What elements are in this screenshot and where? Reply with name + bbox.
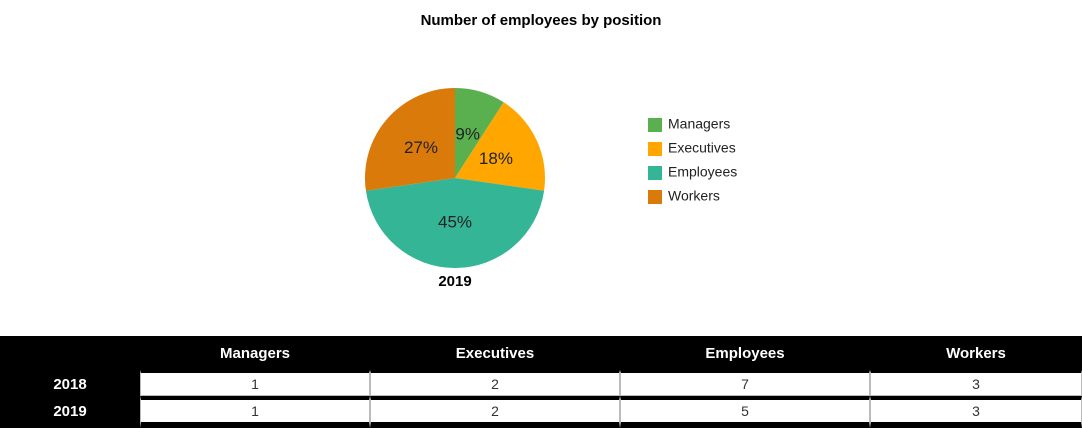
row: 2018 1 2 7 3	[0, 370, 1082, 396]
corner	[0, 336, 140, 370]
column-header: Employees	[705, 344, 785, 362]
cell: 5	[620, 396, 870, 428]
cell: 2	[370, 396, 620, 428]
legend-label: Employees	[668, 164, 737, 180]
slice-label: 45%	[438, 212, 472, 231]
header-row: Managers Executives Employees Workers	[0, 336, 1082, 370]
cell: 1	[140, 396, 370, 428]
slice-label: 27%	[404, 138, 438, 157]
slice-label: 18%	[479, 149, 513, 168]
legend-swatch	[648, 118, 662, 132]
data-table: Managers Executives Employees Workers 20…	[0, 336, 1082, 428]
slice-label: 9%	[455, 124, 480, 143]
legend-swatch	[648, 142, 662, 156]
cell: 3	[870, 396, 1082, 428]
legend-swatch	[648, 190, 662, 204]
row: 2019 1 2 5 3	[0, 396, 1082, 428]
cell: 3	[870, 370, 1082, 396]
pie-label: 2019	[438, 273, 471, 290]
column-header: Managers	[219, 344, 291, 362]
legend-label: Executives	[668, 140, 736, 156]
legend-label: Workers	[668, 188, 720, 204]
row-label: 2019	[0, 396, 140, 428]
cell: 2	[370, 370, 620, 396]
legend-swatch	[648, 166, 662, 180]
cell: 1	[140, 370, 370, 396]
column-header: Executives	[455, 344, 535, 362]
column-header: Workers	[946, 344, 1006, 362]
chart: Number of employees by position 2019 9% 1…	[365, 12, 737, 290]
row-label: 2018	[0, 370, 140, 396]
legend-label: Managers	[668, 116, 730, 132]
pie-slice	[365, 178, 545, 268]
pie-slice	[455, 88, 504, 178]
pie-slice	[455, 102, 545, 191]
cell: 7	[620, 370, 870, 396]
pie-slice	[365, 88, 455, 191]
chart-title: Number of employees by position	[421, 12, 662, 29]
